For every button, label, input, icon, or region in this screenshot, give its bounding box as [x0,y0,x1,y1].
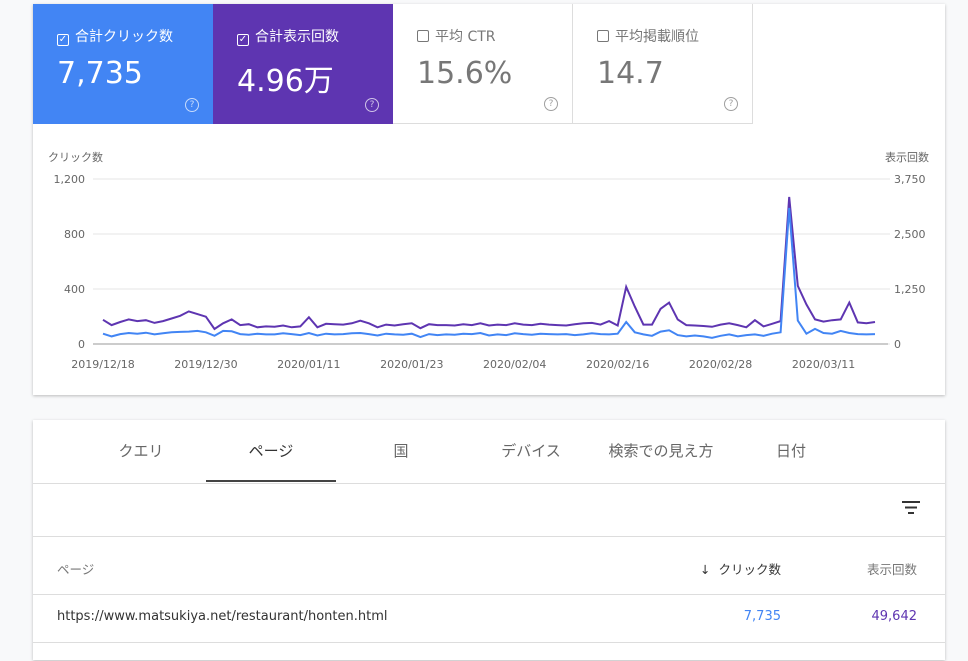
help-icon[interactable]: ? [185,98,199,112]
metric-label-row: 平均掲載順位 [597,26,699,46]
x-tick-label: 2019/12/30 [174,358,237,371]
row-divider [33,642,945,643]
x-tick-label: 2020/01/23 [380,358,443,371]
metric-card[interactable]: 平均掲載順位 14.7? [573,4,753,124]
x-tick-label: 2020/02/28 [689,358,752,371]
y2-tick-label: 3,750 [894,173,926,186]
metric-label: 合計表示回数 [255,29,339,45]
checkbox[interactable]: ✓ [57,34,69,46]
metric-value: 4.96万 [237,64,334,99]
tab[interactable]: ページ [206,420,336,482]
x-tick-label: 2020/02/16 [586,358,649,371]
checkbox[interactable] [417,30,429,42]
filter-icon[interactable] [901,500,921,516]
tabs: クエリ ページ 国 デバイス 検索での見え方 日付 [33,420,945,484]
metric-value: 14.7 [597,56,664,91]
table: ページ ↓ クリック数 表示回数 https://www.matsukiya.net/r… [33,536,945,661]
x-tick-label: 2020/02/04 [483,358,546,371]
y-tick-label: 0 [78,338,85,351]
column-header[interactable]: ページ [57,559,94,578]
help-icon[interactable]: ? [724,97,738,111]
metric-value: 15.6% [417,56,513,91]
y-tick-label: 400 [64,283,85,296]
metric-card[interactable]: ✓ 合計表示回数 4.96万? [213,4,393,124]
y-axis-title: クリック数 [48,151,103,164]
help-icon[interactable]: ? [365,98,379,112]
column-header[interactable]: 表示回数 [793,559,917,578]
row-divider [33,594,945,595]
y2-tick-label: 2,500 [894,228,926,241]
x-tick-label: 2019/12/18 [71,358,134,371]
metric-card[interactable]: ✓ 合計クリック数 7,735? [33,4,213,124]
table-cell[interactable]: https://www.matsukiya.net/restaurant/hon… [57,609,388,624]
help-icon[interactable]: ? [544,97,558,111]
checkbox[interactable]: ✓ [237,34,249,46]
y2-axis-title: 表示回数 [885,150,929,164]
tab[interactable]: 検索での見え方 [608,442,714,460]
metric-label-row: 平均 CTR [417,26,496,46]
checkbox[interactable] [597,30,609,42]
metric-label: 平均 CTR [435,29,496,45]
tab[interactable]: 国 [393,442,409,460]
y2-tick-label: 0 [894,338,901,351]
x-tick-label: 2020/01/11 [277,358,340,371]
series-line [102,196,876,331]
chart: クリック数 表示回数 0 400 800 1,200 0 1,250 2,500 3,750 201… [48,150,929,371]
metric-label: 平均掲載順位 [615,29,699,45]
y-tick-label: 800 [64,228,85,241]
metric-card[interactable]: 平均 CTR 15.6%? [393,4,573,124]
metric-label-row: ✓ 合計表示回数 [237,26,339,46]
metric-value: 7,735 [57,56,143,91]
metric-label: 合計クリック数 [75,29,173,45]
series-line [102,207,876,339]
sort-arrow: ↓ [700,562,711,577]
tab[interactable]: クエリ [118,442,164,460]
table-card: クエリ ページ国デバイス 検索での見え方 日付 ページ ↓ クリック数 表示回数 https:… [33,420,945,660]
x-tick-label: 2020/03/11 [792,358,855,371]
column-header-text: ページ [57,562,95,577]
column-header[interactable]: ↓ クリック数 [193,559,781,578]
metric-label-row: ✓ 合計クリック数 [57,26,173,46]
column-header-text: クリック数 [718,562,781,577]
tab[interactable]: デバイス [501,442,561,460]
y2-tick-label: 1,250 [894,283,926,296]
tab[interactable]: 日付 [775,442,806,460]
y-tick-label: 1,200 [54,173,86,186]
table-cell: 49,642 [871,609,918,624]
column-header-text: 表示回数 [866,562,917,577]
table-cell: 7,735 [743,609,781,624]
performance-card: ✓ 合計クリック数 7,735? ✓ 合計表示回数 4.96万? 平均 CTR 15.6%? 平… [33,4,945,395]
